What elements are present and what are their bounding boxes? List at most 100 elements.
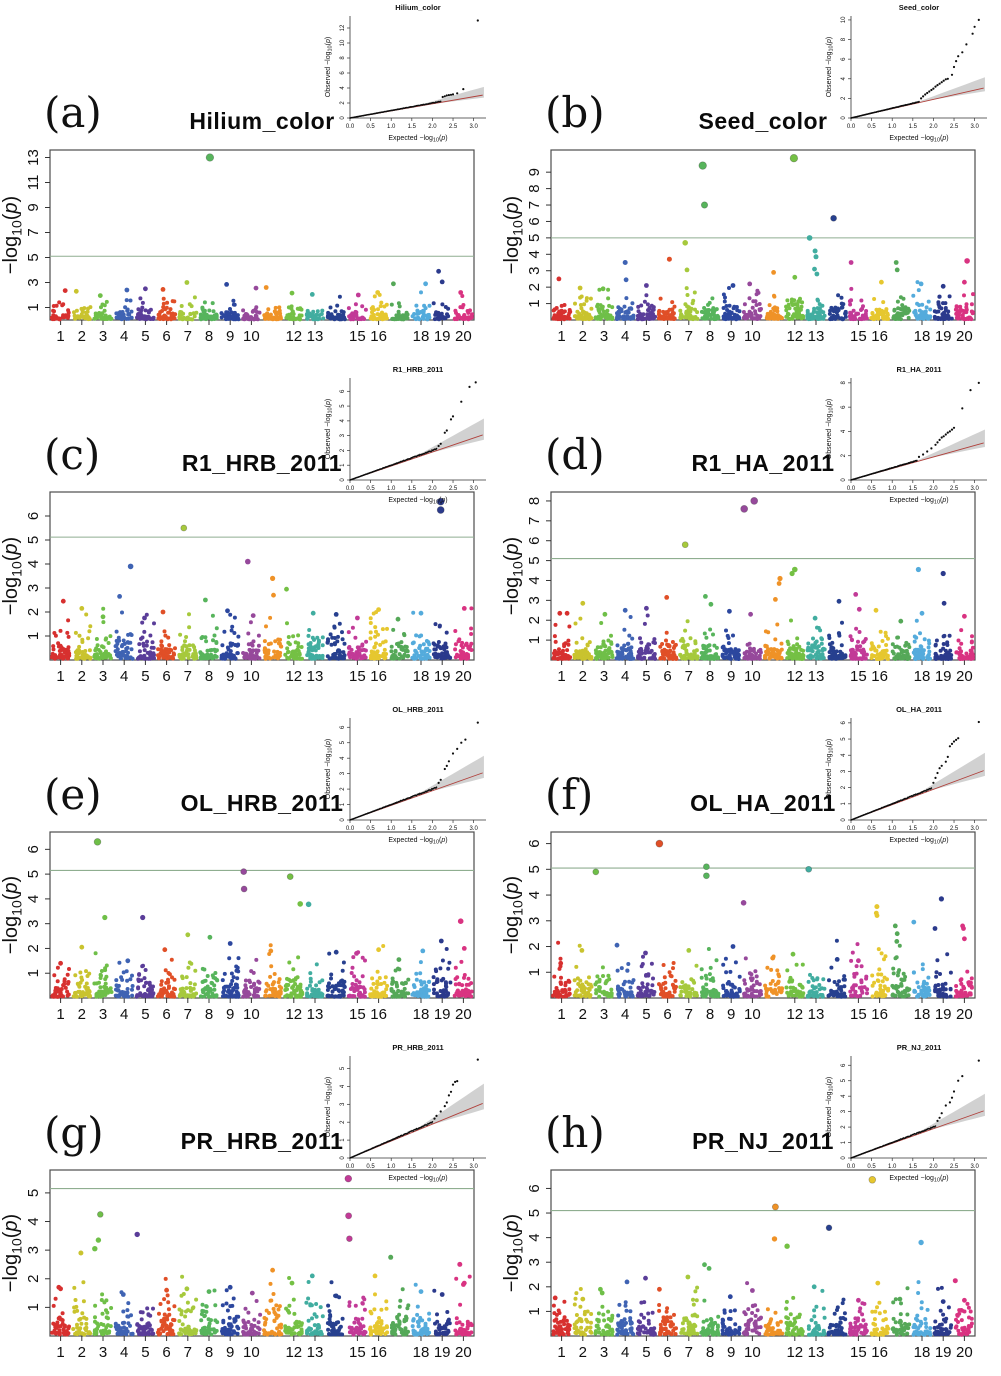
qq-y-label: Observed −log10(p)	[325, 1077, 334, 1137]
svg-text:13: 13	[307, 668, 324, 685]
panel-title: R1_HA_2011	[691, 450, 835, 476]
svg-text:1: 1	[56, 328, 64, 345]
svg-text:18: 18	[413, 668, 430, 685]
panel-letter: (h)	[545, 1108, 605, 1157]
panel-a: (a) Hilium_color 1 3 5 7 9 11 13 −log10(p) 1 2 3 4 5…	[0, 0, 500, 360]
svg-text:5: 5	[25, 536, 42, 544]
svg-text:3: 3	[25, 278, 42, 286]
panel-c: (c) R1_HRB_2011 1 2 3 4 5 6 −log10(p) 1 2 3 4 5 6 7 8 9…	[0, 362, 500, 700]
qq-confidence-band	[916, 752, 985, 795]
svg-text:2: 2	[78, 328, 86, 345]
svg-text:9: 9	[226, 668, 234, 685]
significant-points	[556, 154, 970, 292]
svg-text:3: 3	[99, 1006, 107, 1023]
panel-d: (d) R1_HA_2011 1 2 3 4 5 6 7 8 −log10(p) 1 2 3 4 5 6 7 8…	[501, 362, 1001, 700]
svg-text:2: 2	[579, 668, 587, 685]
svg-text:2: 2	[78, 668, 86, 685]
qq-title: Hilium_color	[395, 3, 441, 12]
svg-text:4: 4	[120, 328, 128, 345]
panel-f: (f) OL_HA_2011 1 2 3 4 5 6 −log10(p) 1 2 3 4 5 6 7 8 9 1…	[501, 702, 1001, 1038]
svg-text:1: 1	[557, 668, 565, 685]
svg-text:7: 7	[184, 1006, 192, 1023]
svg-text:0: 0	[841, 478, 847, 482]
svg-text:2: 2	[25, 944, 42, 952]
svg-text:5: 5	[25, 870, 42, 878]
panel-title: R1_HRB_2011	[181, 450, 343, 476]
svg-text:8: 8	[526, 184, 543, 192]
svg-text:1: 1	[557, 328, 565, 345]
panel-b: (b) Seed_color 1 2 3 4 5 6 7 8 9 −log10(p) 1 2 3 4 5 6 7…	[501, 0, 1001, 360]
svg-text:6: 6	[663, 328, 671, 345]
svg-text:20: 20	[956, 328, 973, 345]
y-axis-label: −log10(p)	[501, 876, 525, 954]
qq-y-label: Observed −log10(p)	[325, 37, 334, 97]
plot-border	[550, 1169, 976, 1337]
svg-text:16: 16	[370, 1006, 387, 1023]
svg-text:2: 2	[841, 453, 847, 457]
qq-y-label: Observed −log10(p)	[826, 399, 835, 459]
qq-inset: R1_HA_2011 0.0 0.5 1.0 1.5 2.0 2.5 3.0 0 2 4 6 8 Expe…	[826, 365, 987, 506]
panel-letter: (e)	[44, 770, 102, 819]
qq-x-label: Expected −log10(p)	[889, 135, 948, 144]
svg-text:2.0: 2.0	[929, 486, 938, 492]
svg-text:1: 1	[25, 303, 42, 311]
svg-text:5: 5	[340, 404, 346, 408]
svg-text:8: 8	[205, 1006, 213, 1023]
panel-title: OL_HA_2011	[690, 790, 836, 816]
svg-text:9: 9	[226, 328, 234, 345]
panel-h: (h) PR_NJ_2011 1 2 3 4 5 6 −log10(p) 1 2 3 4 5 6 7 8 9 1…	[501, 1040, 1001, 1376]
svg-text:19: 19	[434, 1006, 451, 1023]
qq-points	[850, 720, 980, 821]
x-axis: 1 2 3 4 5 6 7 8 9 10 12 13 15 16 18 19 20	[557, 1336, 973, 1361]
qq-points	[850, 381, 980, 481]
svg-text:9: 9	[25, 203, 42, 211]
svg-text:2.5: 2.5	[449, 124, 458, 130]
svg-text:4: 4	[621, 328, 629, 345]
svg-text:4: 4	[25, 560, 42, 568]
qq-inset: Seed_color 0.0 0.5 1.0 1.5 2.0 2.5 3.0 0 2 4 6 8 10 Ex…	[826, 3, 987, 144]
panel-title: PR_NJ_2011	[692, 1128, 834, 1154]
svg-text:16: 16	[370, 328, 387, 345]
panel-title: Seed_color	[698, 108, 828, 134]
svg-text:18: 18	[413, 328, 430, 345]
svg-text:7: 7	[184, 668, 192, 685]
svg-text:5: 5	[25, 253, 42, 261]
svg-text:5: 5	[141, 1006, 149, 1023]
x-axis: 1 2 3 4 5 6 7 8 9 10 12 13 15 16 18 19 20	[56, 1336, 472, 1361]
svg-text:4: 4	[25, 895, 42, 903]
svg-text:9: 9	[226, 1006, 234, 1023]
svg-text:3: 3	[526, 596, 543, 604]
panel-g: (g) PR_HRB_2011 1 2 3 4 5 −log10(p) 1 2 3 4 5 6 7 8 9 1…	[0, 1040, 500, 1376]
svg-text:2: 2	[841, 96, 847, 100]
qq-x-label: Expected −log10(p)	[388, 497, 447, 506]
scatter-points	[551, 938, 974, 999]
svg-text:18: 18	[914, 668, 931, 685]
svg-text:13: 13	[307, 328, 324, 345]
svg-text:10: 10	[243, 328, 260, 345]
plot-border	[49, 149, 475, 321]
svg-text:3: 3	[25, 584, 42, 592]
svg-text:7: 7	[526, 201, 543, 209]
qq-inset: Hilium_color 0.0 0.5 1.0 1.5 2.0 2.5 3.0 0 2 4 6 8 10…	[325, 3, 486, 144]
svg-text:3.0: 3.0	[469, 124, 478, 130]
svg-text:2: 2	[579, 328, 587, 345]
svg-text:7: 7	[184, 328, 192, 345]
qq-confidence-band	[916, 77, 985, 103]
scatter-points	[551, 1280, 974, 1337]
svg-text:9: 9	[727, 328, 735, 345]
qq-title: R1_HRB_2011	[393, 365, 443, 374]
svg-text:3: 3	[526, 267, 543, 275]
svg-text:10: 10	[744, 668, 761, 685]
svg-text:0.5: 0.5	[366, 486, 375, 492]
significant-points	[557, 497, 967, 624]
qq-y-label: Observed −log10(p)	[826, 739, 835, 799]
svg-text:0.5: 0.5	[366, 124, 375, 130]
